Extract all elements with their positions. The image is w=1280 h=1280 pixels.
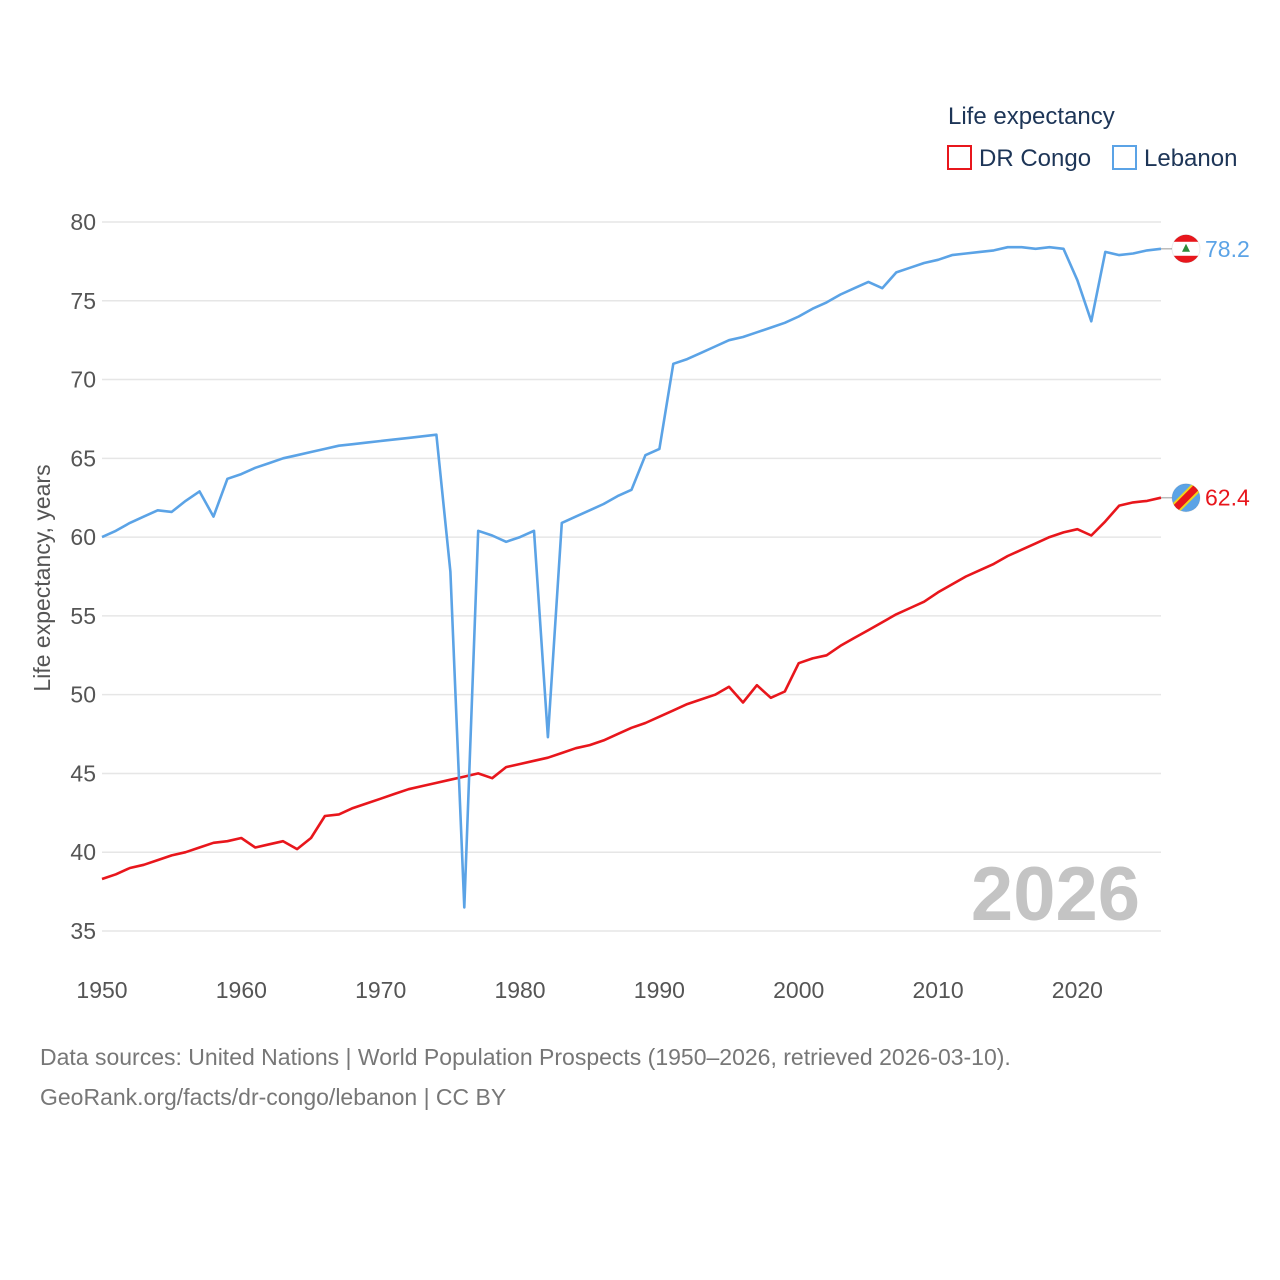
end-value-label-dr_congo: 62.4 <box>1205 485 1250 511</box>
x-axis: 1950 1960 1970 1980 1990 2000 2010 2020 <box>76 977 1103 1003</box>
x-tick-label-1990: 1990 <box>634 977 685 1003</box>
gridlines <box>102 221 1161 932</box>
footer-sources: Data sources: United Nations | World Pop… <box>40 1044 1011 1070</box>
x-tick-label-1950: 1950 <box>76 977 127 1003</box>
y-tick-label-75: 75 <box>70 288 96 314</box>
series-line-lebanon[interactable] <box>101 245 1162 909</box>
y-axis: 35 40 45 50 55 60 65 70 75 80 <box>70 209 96 944</box>
y-tick-label-35: 35 <box>70 918 96 944</box>
legend-label-lebanon: Lebanon <box>1144 145 1237 172</box>
y-tick-label-70: 70 <box>70 367 96 393</box>
x-tick-label-1960: 1960 <box>216 977 267 1003</box>
lebanon-flag-icon <box>1171 234 1201 264</box>
series-line-dr_congo[interactable] <box>101 496 1162 881</box>
legend: Life expectancy DR Congo Lebanon <box>947 103 1237 172</box>
y-tick-label-40: 40 <box>70 839 96 865</box>
y-tick-label-45: 45 <box>70 760 96 786</box>
y-tick-label-60: 60 <box>70 524 96 550</box>
y-tick-label-55: 55 <box>70 603 96 629</box>
x-tick-label-1980: 1980 <box>494 977 545 1003</box>
y-tick-label-50: 50 <box>70 682 96 708</box>
x-tick-label-1970: 1970 <box>355 977 406 1003</box>
x-tick-label-2020: 2020 <box>1052 977 1103 1003</box>
x-tick-label-2010: 2010 <box>912 977 963 1003</box>
end-value-label-lebanon: 78.2 <box>1205 236 1250 262</box>
legend-title: Life expectancy <box>948 103 1115 130</box>
series-lines <box>101 245 1162 909</box>
y-axis-title: Life expectancy, years <box>29 464 55 691</box>
y-tick-label-65: 65 <box>70 445 96 471</box>
legend-swatch-lebanon <box>1112 145 1137 170</box>
legend-item-dr-congo[interactable]: DR Congo <box>947 145 1091 172</box>
legend-swatch-dr-congo <box>947 145 972 170</box>
dr-congo-flag-icon <box>1171 483 1201 513</box>
year-watermark: 2026 <box>971 852 1140 937</box>
series-end-markers: 62.4 78.2 <box>1161 234 1250 513</box>
legend-item-lebanon[interactable]: Lebanon <box>1112 145 1237 172</box>
footer-attribution: GeoRank.org/facts/dr-congo/lebanon | CC … <box>40 1084 507 1110</box>
legend-label-dr-congo: DR Congo <box>979 145 1091 172</box>
x-tick-label-2000: 2000 <box>773 977 824 1003</box>
y-tick-label-80: 80 <box>70 209 96 235</box>
